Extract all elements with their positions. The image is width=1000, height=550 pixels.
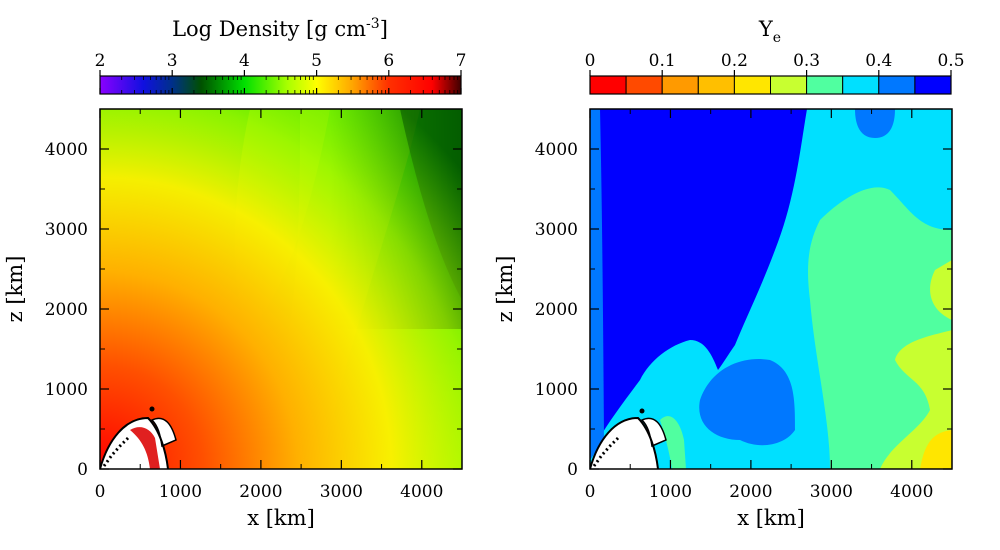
ye-cbar-band-4	[733, 75, 772, 95]
density-field	[100, 109, 462, 469]
ye-colorbar: 0 0.1 0.2 0.3 0.4 0.5	[585, 51, 965, 95]
density-ytick-label-0: 0	[77, 460, 88, 480]
ye-cbar-label-1: 0.1	[649, 51, 676, 71]
ye-cbar-label-3: 0.3	[793, 51, 820, 71]
ye-cbar-label-5: 0.5	[937, 51, 964, 71]
ye-panel: Ye 0 0.1 0.2 0.3 0.4 0.5	[493, 17, 965, 530]
density-axes: 0 1000 2000 3000 4000 0 1000 2000 3000 4000	[45, 109, 462, 502]
ye-cbar-band-1	[625, 75, 663, 95]
ye-ytick-label-0: 0	[567, 460, 578, 480]
density-panel: Log Density [g cm-3] 2 3 4 5 6 7 0 1000 2000 300…	[3, 16, 466, 530]
ye-cbar-band-9	[914, 75, 952, 95]
density-title: Log Density [g cm-3]	[172, 16, 388, 41]
density-cbar-label-2: 4	[239, 51, 250, 71]
ye-ytick-label-4: 4000	[535, 140, 578, 160]
density-ytick-label-3: 3000	[45, 220, 88, 240]
ye-xlabel: x [km]	[737, 506, 805, 530]
ye-xtick-label-2: 2000	[729, 482, 772, 502]
ye-ytick-label-3: 3000	[535, 220, 578, 240]
ye-cbar-band-6	[806, 75, 844, 95]
density-xtick-label-4: 4000	[400, 482, 443, 502]
ye-cbar-label-4: 0.4	[865, 51, 892, 71]
ye-ytick-label-2: 2000	[535, 300, 578, 320]
ye-colorbar-frame	[589, 75, 952, 95]
ye-ytick-label-1: 1000	[535, 380, 578, 400]
density-xtick-label-3: 3000	[320, 482, 363, 502]
density-colorbar-bar	[99, 75, 462, 95]
ye-plot-frame	[589, 108, 953, 470]
density-cbar-label-1: 3	[167, 51, 178, 71]
density-ytick-label-2: 2000	[45, 300, 88, 320]
density-colorbar: 2 3 4 5 6 7	[95, 51, 467, 95]
density-cbar-label-3: 5	[311, 51, 322, 71]
ye-cbar-label-0: 0	[585, 51, 596, 71]
ye-xtick-label-3: 3000	[810, 482, 853, 502]
ye-cbar-label-2: 0.2	[721, 51, 748, 71]
density-cbar-label-4: 6	[383, 51, 394, 71]
density-xtick-label-1: 1000	[159, 482, 202, 502]
ye-xtick-label-0: 0	[585, 482, 596, 502]
ye-cbar-band-2	[661, 75, 699, 95]
density-ytick-label-4: 4000	[45, 140, 88, 160]
density-ylabel: z [km]	[3, 256, 27, 323]
ye-cbar-band-8	[878, 75, 916, 95]
ye-cbar-band-3	[697, 75, 735, 95]
ye-cbar-band-5	[770, 75, 808, 95]
density-plot-frame	[99, 108, 463, 470]
density-cbar-label-5: 7	[456, 51, 467, 71]
ye-cbar-band-0	[589, 75, 627, 95]
ye-field	[590, 109, 952, 469]
density-cbar-label-0: 2	[95, 51, 106, 71]
ye-title: Ye	[758, 17, 781, 46]
ye-ylabel: z [km]	[493, 256, 517, 323]
ye-xtick-label-1: 1000	[649, 482, 692, 502]
density-xtick-label-2: 2000	[239, 482, 282, 502]
density-ytick-label-1: 1000	[45, 380, 88, 400]
ye-cbar-band-7	[842, 75, 880, 95]
ye-xtick-label-4: 4000	[890, 482, 933, 502]
density-xlabel: x [km]	[247, 506, 315, 530]
ye-axes: 0 1000 2000 3000 4000 0 1000 2000 3000 4000	[535, 109, 952, 502]
density-xtick-label-0: 0	[95, 482, 106, 502]
